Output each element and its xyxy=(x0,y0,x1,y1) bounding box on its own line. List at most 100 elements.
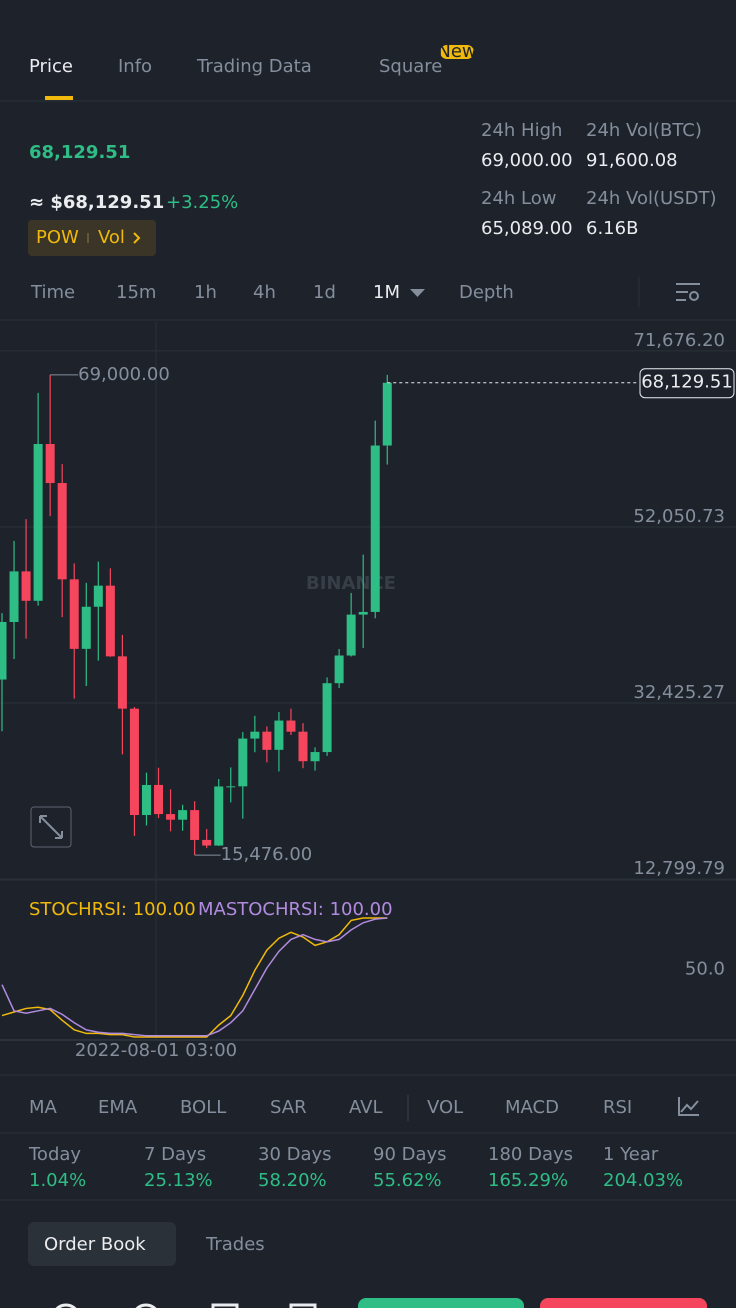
candle-body xyxy=(129,708,139,816)
candle-body xyxy=(154,784,164,815)
tab[interactable]: Info xyxy=(118,56,152,77)
stat-label: 24h High xyxy=(481,120,562,141)
tab[interactable]: Square xyxy=(379,56,442,77)
candle-body xyxy=(298,731,308,762)
indicator[interactable]: SAR xyxy=(270,1097,307,1118)
candle-body xyxy=(0,621,7,680)
candle-body xyxy=(69,579,79,649)
candle-body xyxy=(310,752,320,762)
candle-body xyxy=(358,611,368,615)
indicator[interactable]: MACD xyxy=(505,1097,559,1118)
nav-icon[interactable] xyxy=(289,1303,317,1308)
candle-body xyxy=(202,839,212,846)
candle-body xyxy=(190,810,200,840)
candle-body xyxy=(9,571,19,622)
indicator[interactable]: MA xyxy=(29,1097,58,1118)
nav-icon[interactable] xyxy=(211,1303,239,1308)
last-price: 68,129.51 xyxy=(29,142,130,163)
y-tick-label: 50.0 xyxy=(685,959,725,980)
indicator-line xyxy=(1,917,388,1037)
interval[interactable]: 15m xyxy=(116,282,156,303)
candle-body xyxy=(141,784,151,816)
y-tick-label: 12,799.79 xyxy=(633,858,725,879)
interval[interactable]: Time xyxy=(30,282,75,303)
new-badge: New xyxy=(437,41,476,62)
buy-button[interactable] xyxy=(358,1298,524,1308)
expand-icon xyxy=(39,815,63,839)
candle-body xyxy=(21,571,31,601)
stat-value: 91,600.08 xyxy=(586,150,678,171)
candle-body xyxy=(117,656,127,709)
candle-body xyxy=(370,445,380,612)
tag: POW xyxy=(36,227,79,248)
candle-body xyxy=(81,606,91,649)
candle-body xyxy=(93,585,103,607)
candle-body xyxy=(286,720,296,732)
stat-label: 24h Vol(USDT) xyxy=(586,188,716,209)
tab[interactable]: Price xyxy=(29,56,73,77)
high-label: 69,000.00 xyxy=(78,364,170,385)
watermark: BINANCE xyxy=(306,573,396,594)
indicator[interactable]: EMA xyxy=(98,1097,138,1118)
indicator-settings-icon[interactable] xyxy=(678,1097,699,1116)
candle-body xyxy=(322,683,332,753)
expand-button[interactable] xyxy=(30,806,72,848)
indicator[interactable]: RSI xyxy=(603,1097,632,1118)
stat-label: 24h Low xyxy=(481,188,556,209)
sell-button[interactable] xyxy=(540,1298,707,1308)
interval[interactable]: 1d xyxy=(313,282,336,303)
period-value: 165.29% xyxy=(488,1170,568,1191)
indicator[interactable]: VOL xyxy=(427,1097,463,1118)
stat-value: 65,089.00 xyxy=(481,218,573,239)
interval[interactable]: 1M xyxy=(373,282,400,303)
candle-body xyxy=(33,444,43,601)
period-value: 58.20% xyxy=(258,1170,327,1191)
candle-body xyxy=(346,614,356,656)
tag-box[interactable] xyxy=(28,220,156,256)
interval[interactable]: 4h xyxy=(253,282,276,303)
candle-body xyxy=(238,738,248,787)
period-value: 204.03% xyxy=(603,1170,683,1191)
period-label: 30 Days xyxy=(258,1144,332,1165)
period-value: 25.13% xyxy=(144,1170,213,1191)
price-change: +3.25% xyxy=(166,192,238,213)
candle-body xyxy=(262,731,272,750)
dropdown-arrow xyxy=(410,289,425,297)
candle-body xyxy=(334,655,344,684)
indicator[interactable]: AVL xyxy=(349,1097,383,1118)
last-price-label: 68,129.51 xyxy=(641,372,733,393)
nav-icon[interactable] xyxy=(133,1303,159,1308)
chevron xyxy=(133,232,141,244)
stat-value: 6.16B xyxy=(586,218,638,239)
usd-price: ≈ $68,129.51 xyxy=(29,192,164,213)
indicator[interactable]: BOLL xyxy=(180,1097,226,1118)
settings-icon[interactable] xyxy=(676,283,700,301)
nav-icon[interactable] xyxy=(53,1303,79,1308)
new-badge-bg xyxy=(440,45,474,59)
period-label: 90 Days xyxy=(373,1144,447,1165)
stat-value: 69,000.00 xyxy=(481,150,573,171)
period-label: 1 Year xyxy=(603,1144,659,1165)
low-label: 15,476.00 xyxy=(221,844,313,865)
period-label: Today xyxy=(28,1144,81,1165)
y-tick-label: 71,676.20 xyxy=(633,330,725,351)
tag: Vol xyxy=(98,227,125,248)
legend-entry: STOCHRSI: 100.00 xyxy=(29,899,196,920)
candle-body xyxy=(178,810,188,820)
candle-body xyxy=(382,382,392,446)
bottom-tab[interactable]: Trades xyxy=(205,1234,265,1255)
stat-label: 24h Vol(BTC) xyxy=(586,120,702,141)
tab[interactable]: Trading Data xyxy=(196,56,312,77)
interval[interactable]: 1h xyxy=(194,282,217,303)
period-label: 180 Days xyxy=(488,1144,573,1165)
bottom-tab[interactable]: Order Book xyxy=(44,1234,146,1255)
period-value: 1.04% xyxy=(29,1170,86,1191)
period-label: 7 Days xyxy=(144,1144,206,1165)
interval[interactable]: Depth xyxy=(459,282,514,303)
candle-body xyxy=(45,444,55,484)
y-tick-label: 52,050.73 xyxy=(633,506,725,527)
candle-body xyxy=(250,731,260,739)
y-tick-label: 32,425.27 xyxy=(633,682,725,703)
candle-body xyxy=(274,720,284,750)
